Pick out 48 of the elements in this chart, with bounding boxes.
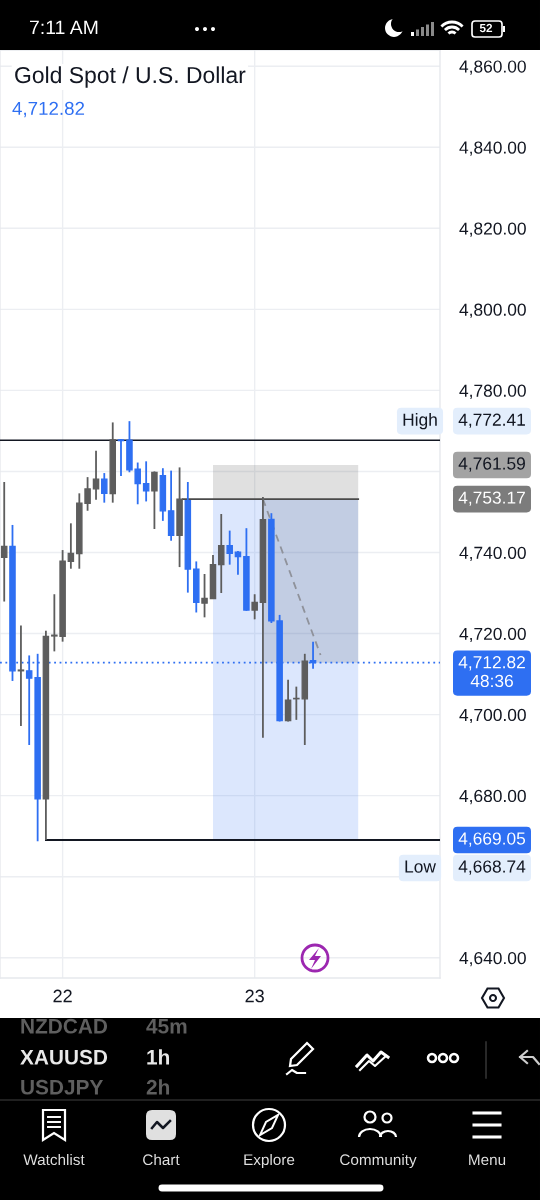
candlestick — [117, 438, 125, 477]
text: 4,668.74 — [458, 860, 526, 875]
text: 4,712.82 48:36 — [458, 656, 525, 688]
candlestick — [67, 522, 75, 570]
text: Watchlist — [23, 1153, 85, 1166]
x-tick-label: 22 — [53, 989, 72, 1003]
candlestick — [217, 513, 225, 594]
y-tick-label: 4,800.00 — [459, 303, 526, 318]
text: 4,712.82 — [12, 101, 85, 118]
text: 45m — [146, 1019, 187, 1034]
y-tick-label: 4,780.00 — [459, 384, 526, 399]
text: Explore — [244, 1153, 295, 1169]
y-tick-label: 4,700.00 — [459, 708, 526, 724]
text: Menu — [469, 1154, 506, 1166]
text: Gold Spot / U.S. Dollar — [15, 66, 246, 88]
y-tick-label: 4,680.00 — [459, 789, 526, 805]
candlestick — [251, 593, 258, 621]
candlestick — [101, 472, 108, 504]
text: 1h — [147, 1049, 170, 1065]
text: NZDCAD — [21, 1018, 108, 1034]
candlestick — [284, 678, 292, 723]
y-tick-label: 4,640.00 — [459, 951, 526, 967]
text: Chart — [143, 1153, 180, 1166]
candlestick — [142, 460, 150, 503]
candlestick — [92, 449, 100, 501]
y-tick-label: 4,860.00 — [459, 60, 526, 75]
y-tick-label: 4,740.00 — [459, 546, 526, 562]
text: 52 — [479, 23, 493, 33]
x-tick-label: 23 — [245, 989, 264, 1003]
annotation: High — [403, 413, 437, 430]
candlestick — [0, 481, 8, 603]
candlestick — [226, 529, 233, 566]
text: 2h — [146, 1079, 170, 1095]
annotation: Low — [405, 860, 436, 873]
candlestick — [151, 470, 158, 530]
candlestick — [17, 624, 25, 727]
text: 4,772.41 — [458, 413, 525, 428]
text: 4,753.17 — [458, 491, 525, 506]
text: 7:11 AM — [30, 20, 98, 35]
text: 4,669.05 — [458, 832, 526, 847]
text: USDJPY — [21, 1079, 104, 1095]
y-tick-label: 4,720.00 — [459, 627, 526, 643]
y-tick-label: 4,820.00 — [459, 222, 526, 237]
text: Community — [340, 1153, 417, 1169]
text: XAUUSD — [20, 1049, 108, 1065]
text: 4,761.59 — [458, 457, 525, 472]
y-tick-label: 4,840.00 — [459, 141, 526, 156]
candlestick — [201, 573, 208, 619]
